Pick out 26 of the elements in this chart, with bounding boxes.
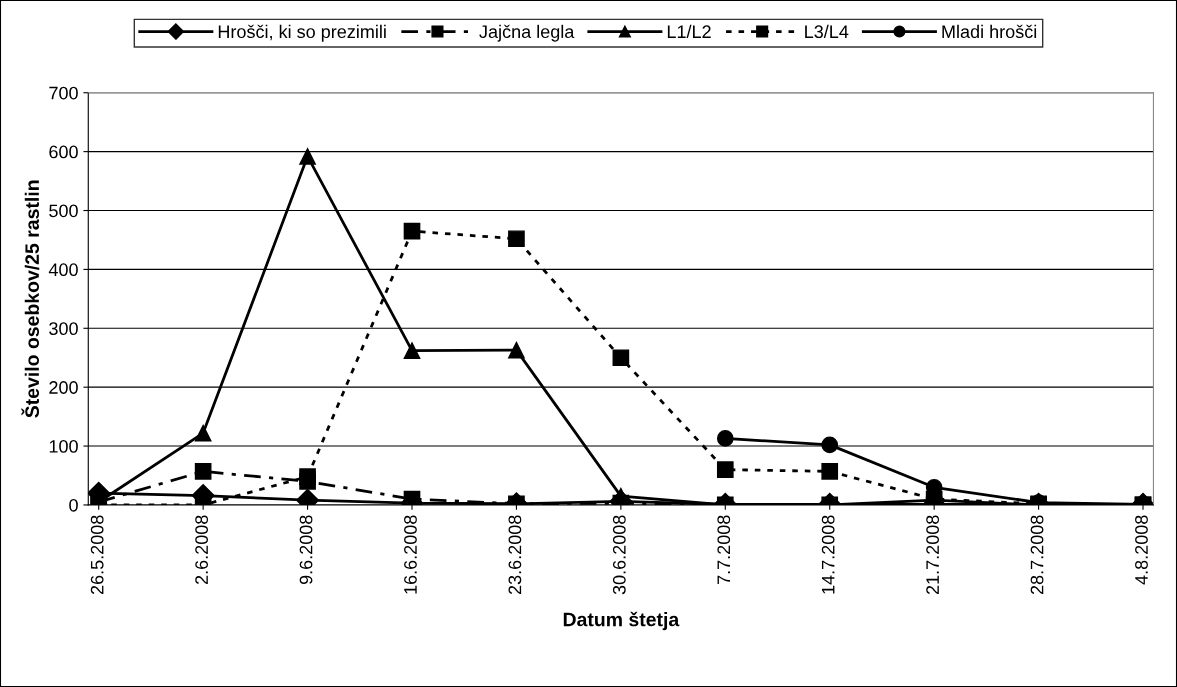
y-tick-label: 700 bbox=[49, 86, 78, 100]
y-tick-label: 0 bbox=[69, 498, 78, 512]
y-tick-label: 100 bbox=[49, 439, 78, 453]
x-tick-label: 21.7.2008 bbox=[926, 515, 939, 595]
legend-label: Hrošči, ki so prezimili bbox=[218, 24, 386, 42]
x-tick-label: 28.7.2008 bbox=[1030, 515, 1044, 595]
y-tick-label: 500 bbox=[49, 204, 78, 218]
x-tick-label: 23.6.2008 bbox=[508, 515, 522, 595]
y-tick-label: 200 bbox=[49, 381, 78, 394]
y-tick-label: 300 bbox=[49, 322, 78, 336]
x-tick-label: 7.7.2008 bbox=[717, 515, 731, 585]
x-tick-label: 14.7.2008 bbox=[821, 515, 835, 594]
x-axis-title: Datum štetja bbox=[563, 611, 680, 631]
legend-label: Mladi hrošči bbox=[942, 24, 1037, 39]
legend-label: L1/L2 bbox=[667, 24, 711, 39]
x-tick-label: 2.6.2008 bbox=[195, 515, 208, 585]
y-axis-title: Število osebkov/25 rastlin bbox=[21, 180, 40, 418]
legend-label: L3/L4 bbox=[805, 24, 849, 39]
x-tick-label: 26.5.2008 bbox=[90, 515, 104, 595]
legend-label: Jajčna legla bbox=[479, 24, 575, 42]
x-tick-label: 9.6.2008 bbox=[299, 515, 313, 585]
x-tick-label: 30.6.2008 bbox=[612, 515, 626, 595]
x-tick-label: 16.6.2008 bbox=[404, 515, 417, 594]
y-tick-label: 600 bbox=[49, 145, 78, 159]
y-tick-label: 400 bbox=[48, 263, 78, 277]
x-tick-label: 4.8.2008 bbox=[1135, 515, 1148, 585]
